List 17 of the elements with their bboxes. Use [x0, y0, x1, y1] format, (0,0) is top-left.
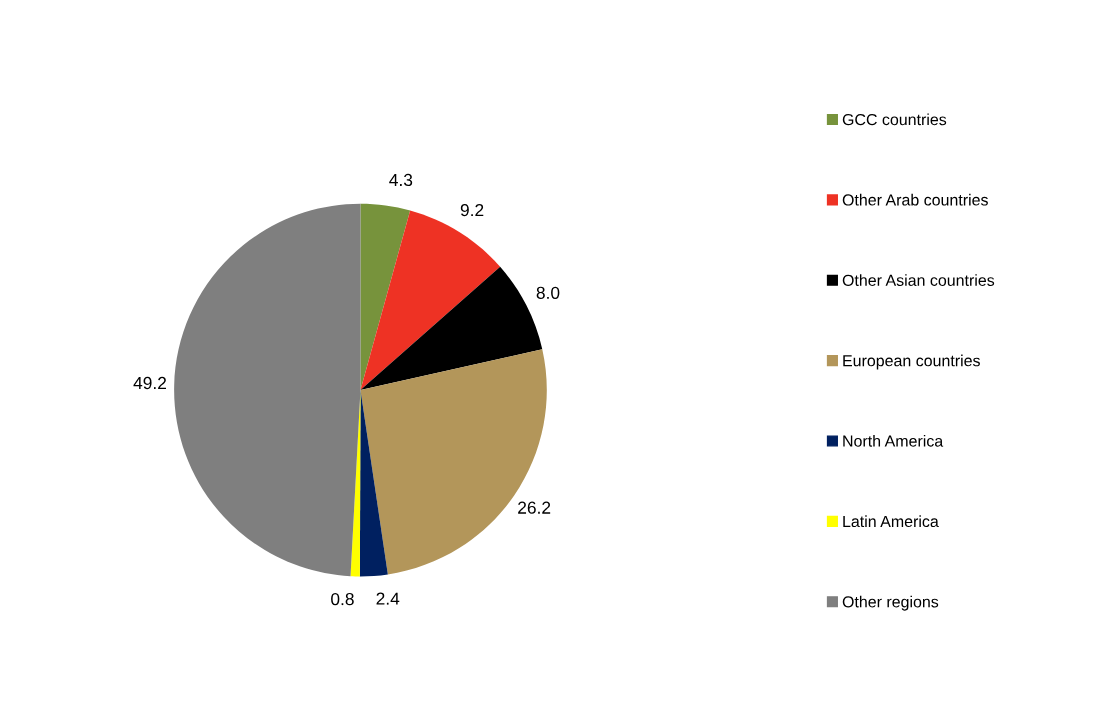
data-label: 2.4: [376, 592, 400, 605]
pie-slice: [359, 390, 388, 577]
pie-slice: [360, 203, 411, 391]
legend-label: Other regions: [842, 595, 939, 611]
legend-label: Other Asian countries: [842, 274, 995, 286]
legend-label: Other Arab countries: [842, 193, 988, 206]
legend-label: Latin America: [843, 515, 939, 528]
data-label: 9.2: [460, 203, 484, 217]
data-label: 26.2: [518, 501, 551, 514]
data-label: 8.0: [536, 286, 560, 299]
legend-label: European countries: [843, 354, 980, 370]
data-label: 0.8: [331, 592, 354, 606]
data-label: 49.2: [133, 376, 166, 390]
pie-slice: [174, 203, 361, 577]
data-label: 4.3: [389, 173, 413, 187]
legend-label: GCC countries: [842, 113, 947, 126]
legend-label: North America: [843, 435, 944, 447]
